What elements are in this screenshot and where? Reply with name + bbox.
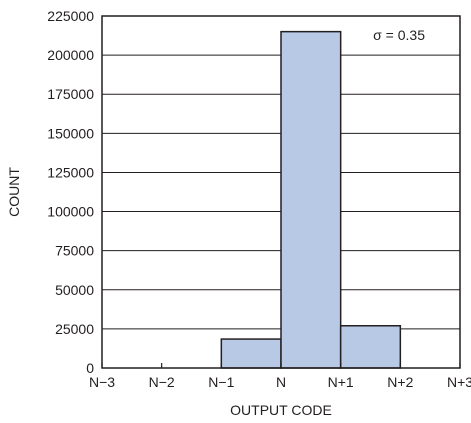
x-tick-label: N xyxy=(276,374,286,390)
y-axis-label: COUNT xyxy=(6,167,22,217)
x-tick-label: N−2 xyxy=(149,374,175,390)
y-tick-label: 200000 xyxy=(47,47,94,63)
y-tick-label: 150000 xyxy=(47,125,94,141)
y-tick-label: 25000 xyxy=(55,321,94,337)
y-tick-label: 0 xyxy=(86,360,94,376)
y-tick-label: 125000 xyxy=(47,164,94,180)
sigma-annotation: σ = 0.35 xyxy=(373,27,425,43)
bar xyxy=(220,338,282,369)
x-tick-label: N+1 xyxy=(328,374,354,390)
y-tick-label: 225000 xyxy=(47,8,94,24)
x-tick-label: N−3 xyxy=(89,374,115,390)
x-tick-label: N+2 xyxy=(387,374,413,390)
bar xyxy=(280,30,342,369)
x-tick-label: N−1 xyxy=(208,374,234,390)
bar xyxy=(339,325,402,369)
y-tick-label: 175000 xyxy=(47,86,94,102)
x-tick-label: N+3 xyxy=(447,374,471,390)
x-axis-label: OUTPUT CODE xyxy=(230,402,332,418)
bars xyxy=(220,30,402,369)
y-tick-labels: 0 25000 50000 75000 100000 125000 150000 175000… xyxy=(47,8,94,376)
x-tick-labels: N−3 N−2 N−1 N N+1 N+2 N+3 xyxy=(89,363,471,390)
y-tick-label: 100000 xyxy=(47,204,94,220)
y-tick-label: 75000 xyxy=(55,243,94,259)
y-tick-label: 50000 xyxy=(55,282,94,298)
